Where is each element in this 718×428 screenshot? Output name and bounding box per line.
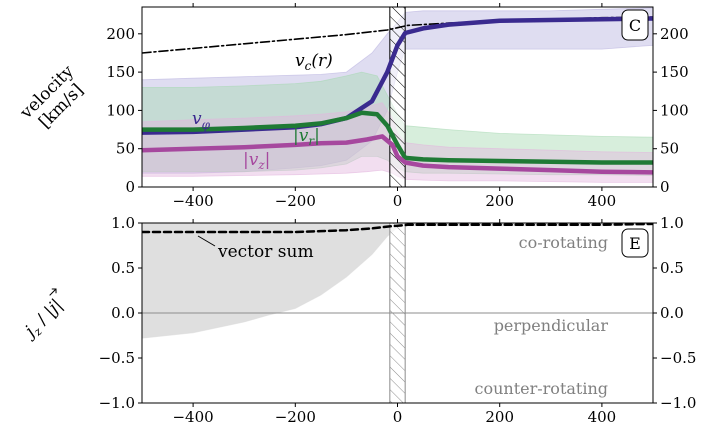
y-tick-label-right: 100 [660,101,689,119]
x-tick-label: 200 [485,192,514,210]
vz-label: |vz| [243,150,270,172]
v-r-line [142,110,653,165]
vr-label-tail: | [314,126,320,146]
y-tick-label-left: 150 [106,63,135,81]
y-tick-label-left: −0.5 [99,349,135,367]
y-tick-label-left: −1.0 [99,394,135,412]
vc-label-sub: c [305,59,312,73]
x-tick-label: 0 [393,192,403,210]
y-tick-label-right: −0.5 [660,349,696,367]
x-tick-label: 0 [393,408,403,426]
panel-label-e-box [621,228,649,258]
co-rotating-annotation: co-rotating [519,233,608,252]
panel-label-e-text: E [629,234,641,253]
y-tick-label-left: 0 [125,178,135,196]
panel-label-c-text: C [629,16,641,35]
x-tick-label: −400 [172,192,213,210]
spin-alignment-panel: −400 −200 0 200 400 −1.0 −1.0 −0.5 −0.5 0.0 0.0 0.5… [18,214,697,426]
vphi-label: vφ [192,109,211,132]
y-tick-label-left: 100 [106,101,135,119]
vector-sum-pointer [197,235,216,247]
alignment-band [142,223,653,339]
v-z-line [142,134,653,175]
velocity-lines [142,16,653,175]
y-tick-label-right: 1.0 [660,214,684,232]
x-tick-label: −400 [172,408,213,426]
velocity-ylabel: velocity [km/s] [16,61,88,132]
panel-label-c: C [621,9,649,41]
x-tick-label: −200 [275,192,316,210]
vector-arrow-icon [49,288,57,296]
panel-label-c-box [621,9,649,41]
y-tick-label-left: 0.5 [111,259,135,277]
y-tick-label-left: 200 [106,25,135,43]
y-tick-label-left: 1.0 [111,214,135,232]
v-phi-band [142,7,653,174]
vector-sum-line [142,223,653,234]
y-tick-label-left: 0.0 [111,304,135,322]
vr-label: |vr| [293,126,320,148]
x-tick-label: 200 [485,408,514,426]
vc-label: vc(r) [295,51,333,73]
alignment-lines [142,223,653,314]
x-tick-label: −200 [275,408,316,426]
y-tick-label-right: 200 [660,25,689,43]
perpendicular-annotation: perpendicular [494,316,609,335]
velocity-ticks: −400 −200 0 200 400 0 0 50 50 100 100 150 150 200 200 [106,3,689,210]
counter-rotating-annotation: counter-rotating [475,379,609,398]
vz-label-sub: z [257,158,265,172]
vr-label-sub: r [308,134,315,148]
y-tick-label-right: 0.0 [660,304,684,322]
x-tick-label: 400 [588,408,617,426]
panel-label-e: E [621,228,649,258]
y-tick-label-right: 150 [660,63,689,81]
alignment-ylabel: jz / |j| [18,288,68,345]
vz-label-tail: | [265,150,271,170]
y-tick-label-left: 50 [116,140,135,158]
y-tick-label-right: 0 [660,178,670,196]
x-tick-label: 400 [588,192,617,210]
alignment-ylabel-text: jz / |j| [18,295,68,345]
vr-label-main: |v [293,126,309,146]
y-tick-label-right: −1.0 [660,394,696,412]
vphi-label-sub: φ [202,118,211,132]
vc-label-tail: (r) [311,51,332,71]
vector-sum-label: vector sum [217,242,314,262]
vc-label-main: v [295,51,305,71]
y-tick-label-right: 0.5 [660,259,684,277]
y-tick-label-right: 50 [660,140,679,158]
alignment-ticks: −400 −200 0 200 400 −1.0 −1.0 −0.5 −0.5 0.0 0.0 0.5… [99,214,697,426]
vz-label-main: |v [243,150,259,170]
vector-sum-band [142,223,653,339]
vphi-label-main: v [192,109,202,129]
